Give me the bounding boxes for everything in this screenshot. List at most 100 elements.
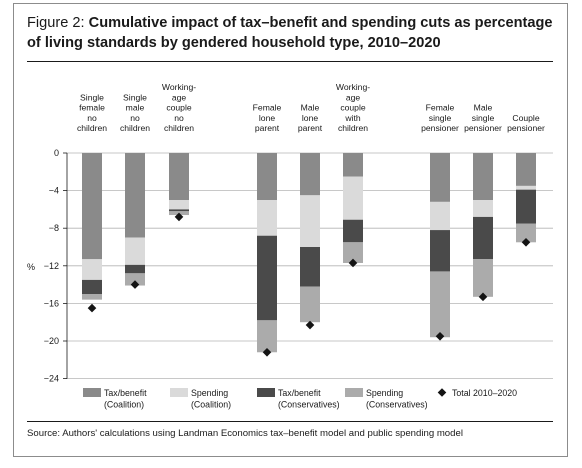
figure-title-text: Cumulative impact of tax–benefit and spe… (27, 15, 553, 51)
category-label: lone (259, 113, 275, 123)
category-label: pensioner (507, 123, 545, 133)
category-label: age (172, 92, 187, 102)
category-labels: SinglefemalenochildrenSinglemalenochildr… (77, 82, 545, 133)
bar-segment (473, 216, 493, 260)
bar-segment (516, 153, 536, 186)
bars (82, 153, 536, 353)
bar-segment (343, 153, 363, 177)
y-axis-label: % (27, 262, 35, 272)
total-marker (521, 238, 531, 247)
bar-segment (82, 279, 102, 294)
category-label: couple (340, 103, 366, 113)
bar-segment (125, 273, 145, 286)
figure-title: Figure 2: Cumulative impact of tax–benef… (27, 13, 557, 53)
y-tick-label: −16 (44, 298, 59, 308)
category-label: children (338, 123, 368, 133)
bar-segment (430, 271, 450, 338)
category-label: Working- (336, 82, 370, 92)
source-rule (27, 421, 553, 422)
bar-segment (473, 153, 493, 200)
legend-label: Total 2010–2020 (452, 388, 517, 398)
bar-segment (300, 153, 320, 196)
bar-segment (430, 230, 450, 272)
category-label: female (79, 103, 105, 113)
legend-label: Tax/benefit (278, 388, 321, 398)
figure-frame (13, 3, 568, 457)
bar-segment (343, 176, 363, 220)
bar-segment (516, 189, 536, 224)
category-label: parent (255, 123, 280, 133)
bar-segment (473, 259, 493, 297)
category-label: Single (80, 92, 104, 102)
bar-segment (82, 259, 102, 280)
bar-segment (300, 195, 320, 247)
legend-swatch (83, 388, 101, 397)
category-label: pensioner (464, 123, 502, 133)
total-marker (87, 303, 97, 313)
legend-label: Spending (191, 388, 228, 398)
category-label: Female (253, 103, 282, 113)
category-label: children (77, 123, 107, 133)
category-label: pensioner (421, 123, 459, 133)
legend-label: Spending (366, 388, 403, 398)
category-label: no (130, 113, 140, 123)
bar-segment (257, 153, 277, 200)
category-label: lone (302, 113, 318, 123)
total-marker (174, 212, 184, 222)
bar-segment (516, 223, 536, 243)
source-note: Source: Authors' calculations using Land… (27, 428, 463, 439)
bar-segment (343, 219, 363, 243)
bar-segment (125, 264, 145, 274)
bar-segment (82, 153, 102, 260)
category-label: couple (166, 103, 192, 113)
y-tick-label: −20 (44, 336, 59, 346)
bar-segment (300, 286, 320, 323)
category-label: no (87, 113, 97, 123)
total-marker (348, 258, 358, 268)
total-marker (305, 320, 315, 330)
category-label: single (472, 113, 495, 123)
bar-segment (169, 153, 189, 200)
legend-swatch (257, 388, 275, 397)
category-label: children (120, 123, 150, 133)
legend-label: (Conservatives) (366, 400, 428, 410)
bar-segment (169, 209, 189, 212)
category-label: parent (298, 123, 323, 133)
legend: Tax/benefit (Coalition) Spending (Coalition… (83, 388, 517, 410)
total-marker (478, 292, 488, 302)
category-label: Single (123, 92, 147, 102)
legend-swatch (345, 388, 363, 397)
category-label: children (164, 123, 194, 133)
legend-label: (Coalition) (104, 400, 144, 410)
bar-segment (257, 200, 277, 236)
bar-segment (430, 153, 450, 202)
bar-segment (430, 201, 450, 231)
bar-segment (300, 247, 320, 287)
category-label: Male (474, 103, 493, 113)
legend-label: (Coalition) (191, 400, 231, 410)
y-axis: 0 −4 −8 −12 −16 −20 −24% (27, 148, 68, 384)
total-markers (87, 212, 531, 357)
bar-segment (169, 200, 189, 210)
bar-segment (125, 237, 145, 265)
category-label: male (126, 103, 145, 113)
category-label: no (174, 113, 184, 123)
category-label: Couple (512, 113, 539, 123)
title-rule (27, 61, 553, 62)
y-tick-label: −24 (44, 374, 59, 384)
y-tick-label: 0 (54, 148, 59, 158)
y-tick-label: −8 (49, 223, 59, 233)
category-label: Male (301, 103, 320, 113)
y-tick-label: −4 (49, 186, 59, 196)
legend-label: Tax/benefit (104, 388, 147, 398)
bar-segment (82, 294, 102, 300)
bar-segment (257, 235, 277, 321)
bar-segment (343, 242, 363, 263)
total-marker (130, 280, 140, 289)
category-label: with (344, 113, 361, 123)
bar-segment (125, 153, 145, 238)
figure-number: Figure 2: (27, 15, 89, 31)
bar-segment (516, 185, 536, 190)
category-label: single (429, 113, 452, 123)
